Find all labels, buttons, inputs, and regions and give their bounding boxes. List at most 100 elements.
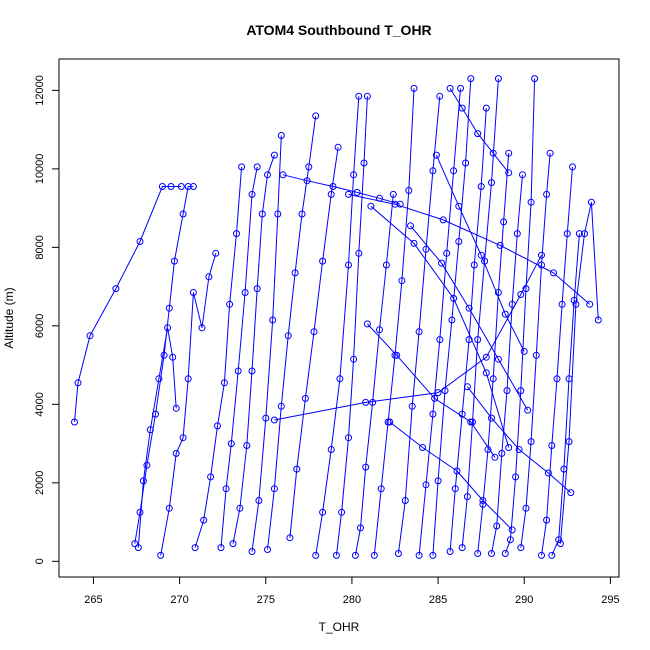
data-point [515,446,523,453]
y-tick-label: 10000 [34,154,46,185]
x-tick-label: 275 [257,594,275,606]
series-line [282,174,401,205]
data-point [458,104,466,112]
data-point [253,285,261,293]
data-point [453,467,461,475]
data-point [567,489,575,497]
series-33 [407,222,532,414]
data-point [474,550,482,557]
series-6 [217,163,261,552]
data-point [241,289,249,296]
data-point [345,190,352,198]
data-point [431,394,439,402]
data-point [143,461,151,469]
data-point [443,249,451,257]
series-line [477,153,510,554]
data-point [234,367,242,375]
data-point [422,481,430,489]
data-point [243,442,251,449]
data-point [167,183,175,190]
data-point [327,190,335,198]
data-point [496,241,504,249]
y-tick-label: 8000 [34,235,46,259]
data-point [586,300,594,308]
data-point [369,398,377,406]
data-point [284,332,292,340]
data-point [572,300,580,308]
x-tick-label: 265 [84,594,102,606]
data-point [394,550,402,557]
series-19 [458,75,502,552]
data-point [179,434,187,442]
data-point [277,132,285,139]
data-point [155,375,163,383]
data-point [513,230,521,238]
data-point [508,526,516,534]
series-line [389,421,513,531]
data-point [319,257,327,265]
data-point [465,304,473,312]
data-point [172,449,180,457]
series-line [373,88,415,556]
data-point [248,190,256,198]
data-point [363,92,371,100]
data-point [338,508,346,516]
series-line [194,166,243,548]
data-point [463,383,471,391]
data-point [563,230,571,238]
series-27 [270,251,545,424]
data-point [408,402,416,410]
data-point [505,149,513,157]
data-point [594,316,602,324]
data-point [350,355,358,363]
data-point [479,500,487,508]
series-35 [279,171,404,208]
data-point [405,187,413,194]
data-point [160,351,168,359]
data-point [477,251,485,259]
data-point [436,336,444,344]
data-point [236,504,244,512]
series-line [504,78,536,554]
series-line [449,108,487,552]
data-point [488,414,495,422]
data-point [179,210,187,218]
data-point [565,438,573,446]
data-point [467,418,475,426]
data-point [177,183,185,190]
series-line [251,135,282,552]
data-point [410,84,418,92]
data-point [291,269,299,277]
data-point [351,551,359,559]
data-point [312,551,320,559]
data-point [500,218,508,226]
series-line [397,96,441,554]
data-point [191,544,199,552]
data-point [455,238,463,245]
data-point [255,497,263,504]
data-point [172,404,180,412]
data-point [474,336,482,344]
y-axis-label: Altitude (m) [2,287,16,348]
data-point [429,410,437,418]
data-point [233,230,240,238]
series-10 [286,143,342,542]
series-line [449,88,510,174]
data-point [512,473,520,481]
series-15 [394,92,444,557]
data-point [279,171,287,179]
data-point [467,75,475,83]
series-36 [446,84,513,177]
data-point [71,418,78,426]
data-point [205,273,213,281]
data-point [238,163,246,171]
data-point [332,551,340,559]
data-point [207,473,215,481]
data-point [555,536,563,544]
data-point [477,183,485,190]
series-31 [463,383,575,497]
data-point [269,316,277,324]
data-point [548,442,556,449]
data-point [570,296,578,304]
data-point [438,259,445,267]
